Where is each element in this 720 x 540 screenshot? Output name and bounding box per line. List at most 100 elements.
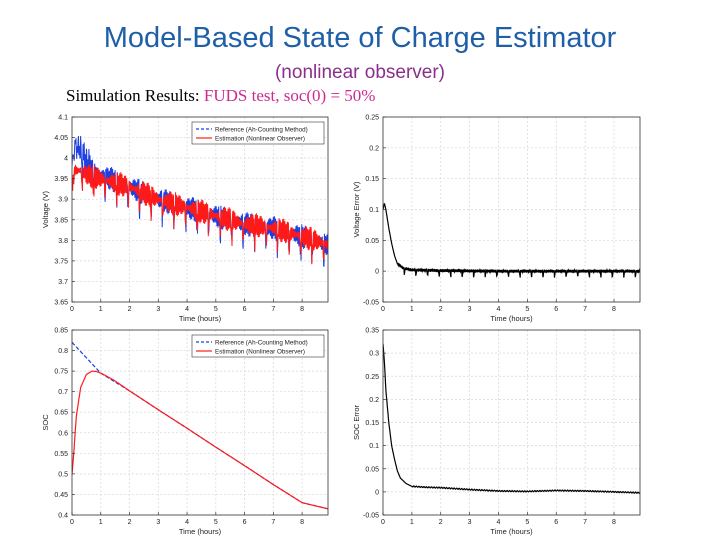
y-tick-label: 0.75 [54,369,68,376]
y-tick-label: 0.65 [54,410,68,417]
y-tick-label: 0.5 [58,471,68,478]
heading-prefix: Simulation Results: [66,86,204,105]
x-tick-label: 4 [185,519,189,526]
x-axis-label: Time (hours) [179,314,222,323]
y-tick-label: 0.85 [54,328,68,335]
y-tick-label: -0.05 [363,513,379,520]
x-tick-label: 8 [612,306,616,313]
x-tick-label: 1 [99,306,103,313]
y-tick-label: 3.95 [54,176,68,183]
y-tick-label: 0.8 [58,348,68,355]
x-tick-label: 0 [381,306,385,313]
x-tick-label: 2 [439,519,443,526]
legend-entry: Estimation (Nonlinear Observer) [215,348,305,355]
y-tick-label: 0.55 [54,451,68,458]
series-line-2 [72,370,328,510]
x-tick-label: 7 [271,519,275,526]
x-tick-label: 3 [468,519,472,526]
y-axis-label: Voltage (V) [41,190,50,228]
y-axis-label: SOC [41,414,50,431]
plot-frame [71,329,329,516]
series-line-1 [383,343,640,494]
legend-entry: Reference (Ah-Counting Method) [215,339,308,346]
y-tick-label: 3.9 [58,197,68,204]
x-tick-label: 7 [583,306,587,313]
plot-area [72,330,328,515]
x-tick-label: 0 [381,519,385,526]
x-tick-label: 6 [243,519,247,526]
x-tick-label: 7 [583,519,587,526]
y-tick-label: 3.85 [54,217,68,224]
y-tick-label: 3.75 [54,258,68,265]
y-tick-label: 4 [64,156,68,163]
y-axis-label: SOC Error [352,405,361,441]
y-tick-label: 0.1 [369,443,379,450]
x-axis-label: Time (hours) [179,527,222,536]
y-tick-label: 0.1 [369,207,379,214]
x-tick-label: 4 [497,519,501,526]
y-tick-label: 0.3 [369,351,379,358]
x-axis-label: Time (hours) [490,314,533,323]
y-tick-label: 0 [375,269,379,276]
plot-frame [71,116,329,303]
x-tick-label: 4 [185,306,189,313]
series-group [72,341,328,510]
series-group [72,135,328,267]
x-tick-label: 1 [410,306,414,313]
x-tick-label: 5 [214,306,218,313]
legend-box [191,121,325,145]
x-tick-label: 8 [612,519,616,526]
x-tick-label: 6 [554,306,558,313]
x-tick-label: 8 [300,519,304,526]
y-tick-label: 4.1 [58,115,68,122]
x-tick-label: 1 [99,519,103,526]
y-tick-label: 0.05 [365,238,379,245]
y-tick-label: 0.25 [365,115,379,122]
x-tick-label: 1 [410,519,414,526]
y-tick-label: 0.4 [58,513,68,520]
y-tick-label: -0.05 [363,300,379,307]
x-tick-label: 3 [156,306,160,313]
x-tick-label: 2 [128,306,132,313]
x-tick-label: 6 [554,519,558,526]
series-line-1 [383,203,640,279]
y-tick-label: 0.25 [365,374,379,381]
chart-panel-1: 0 1 2 3 4 5 6 7 8 3.65 3.7 3.75 3.8 3.85 3.9 3.95 4 4.05 4… [41,115,329,323]
y-tick-label: 4.05 [54,135,68,142]
legend-box [191,334,325,358]
legend: Reference (Ah-Counting Method) Estimation… [191,121,325,145]
x-tick-label: 6 [243,306,247,313]
legend-entry: Reference (Ah-Counting Method) [215,126,308,133]
x-tick-label: 4 [497,306,501,313]
y-tick-label: 0 [375,489,379,496]
series-group [383,203,640,279]
y-axis-label: Voltage Error (V) [352,181,361,237]
x-tick-label: 2 [128,519,132,526]
y-tick-label: 3.7 [58,279,68,286]
chart-panel-3: 0 1 2 3 4 5 6 7 8 0.4 0.45 0.5 0.55 0.6 0.65 0.7 0.75 0.8… [41,328,329,536]
y-tick-label: 3.8 [58,238,68,245]
x-tick-label: 0 [70,519,74,526]
y-tick-label: 0.45 [54,492,68,499]
y-tick-label: 3.65 [54,300,68,307]
chart-panel-4: 0 1 2 3 4 5 6 7 8-0.0500.050.10.150.20.250.30.35… [352,328,641,536]
x-tick-label: 5 [525,306,529,313]
series-group [383,343,640,494]
series-line-2 [72,164,328,265]
x-tick-label: 3 [468,306,472,313]
x-tick-label: 3 [156,519,160,526]
x-axis-label: Time (hours) [490,527,533,536]
y-tick-label: 0.7 [58,389,68,396]
x-tick-label: 5 [525,519,529,526]
x-tick-label: 2 [439,306,443,313]
y-tick-label: 0.35 [365,328,379,335]
y-tick-label: 0.2 [369,397,379,404]
y-tick-label: 0.15 [365,176,379,183]
x-tick-label: 8 [300,306,304,313]
y-tick-label: 0.2 [369,145,379,152]
x-tick-label: 5 [214,519,218,526]
y-tick-label: 0.15 [365,420,379,427]
slide-subtitle: (nonlinear observer) [274,62,446,83]
